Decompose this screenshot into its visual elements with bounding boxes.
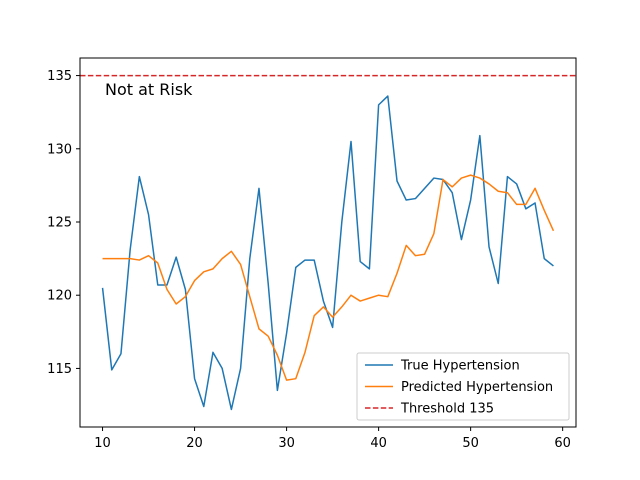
x-tick-label: 50 (462, 436, 479, 451)
legend-label: Predicted Hypertension (401, 380, 553, 395)
plot-layer (80, 74, 576, 411)
y-tick-label: 130 (47, 142, 72, 157)
x-tick-label: 20 (186, 436, 203, 451)
plot-frame (79, 57, 577, 428)
y-tick-label: 120 (47, 289, 72, 304)
series-line-predicted (102, 174, 555, 381)
y-axis: 115 120 125 130 135 (47, 69, 80, 377)
legend-label: Threshold 135 (400, 402, 494, 417)
legend-box (356, 352, 570, 421)
annotation-text: Not at Risk (105, 80, 193, 99)
y-tick-label: 125 (47, 216, 72, 231)
series-line-true (101, 95, 554, 411)
y-tick-label: 135 (47, 69, 72, 84)
y-tick-label: 115 (47, 362, 72, 377)
x-tick-label: 10 (94, 436, 111, 451)
x-tick-label: 40 (370, 436, 387, 451)
x-tick-label: 60 (554, 436, 571, 451)
x-axis: 10 20 30 40 50 60 (94, 427, 571, 451)
legend: True Hypertension Predicted Hypertension T… (356, 352, 570, 421)
x-tick-label: 30 (278, 436, 295, 451)
legend-label: True Hypertension (400, 359, 520, 374)
